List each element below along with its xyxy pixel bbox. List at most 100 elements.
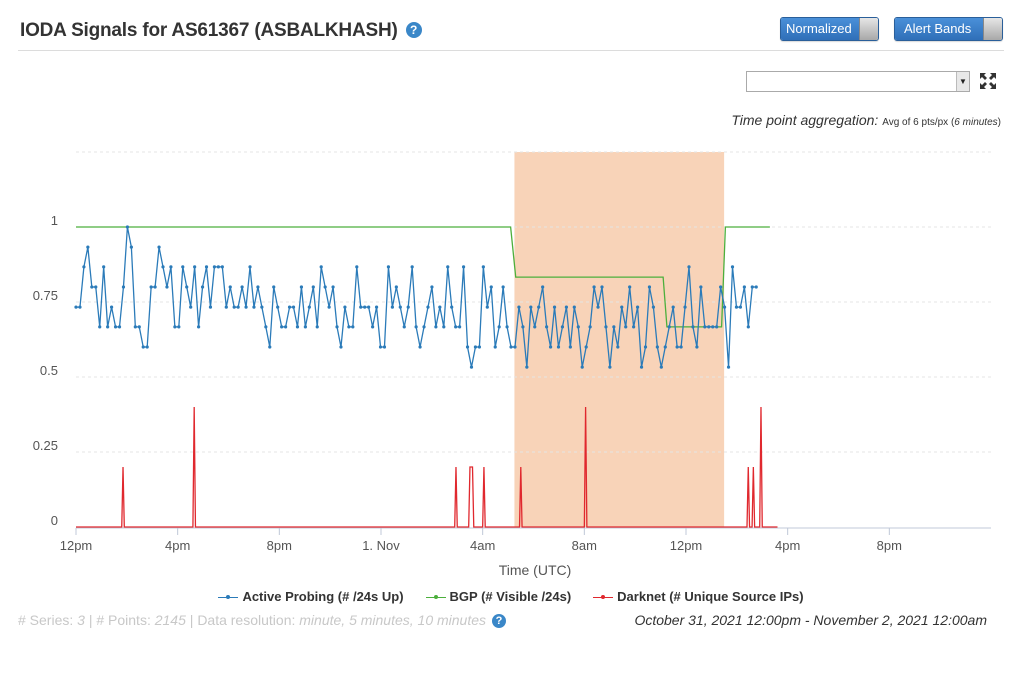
data-point-active-probing: [525, 365, 529, 369]
data-point-active-probing: [711, 325, 715, 329]
data-point-active-probing: [719, 285, 723, 289]
data-point-active-probing: [604, 325, 608, 329]
data-point-active-probing: [635, 305, 640, 309]
data-point-active-probing: [430, 285, 434, 289]
x-tick-label: 12pm: [670, 538, 703, 553]
data-point-active-probing: [398, 305, 402, 309]
data-point-active-probing: [469, 365, 474, 369]
data-point-active-probing: [189, 305, 193, 309]
data-point-active-probing: [169, 265, 173, 269]
series-layer: [74, 225, 778, 528]
data-point-active-probing: [200, 285, 205, 289]
data-point-active-probing: [204, 265, 209, 269]
alert-bands-toggle[interactable]: Alert Bands: [894, 17, 1004, 41]
data-point-active-probing: [509, 345, 513, 349]
x-tick-label: 1. Nov: [362, 538, 400, 553]
data-point-active-probing: [386, 265, 391, 269]
data-point-active-probing: [703, 325, 707, 329]
chart-legend: Active Probing (# /24s Up) BGP (# Visibl…: [0, 589, 1022, 604]
data-point-active-probing: [446, 265, 450, 269]
data-point-active-probing: [220, 265, 224, 269]
series-line-darknet: [76, 406, 778, 528]
data-point-active-probing: [74, 305, 78, 309]
data-point-active-probing: [734, 305, 739, 309]
data-point-active-probing: [145, 345, 149, 349]
data-point-active-probing: [572, 305, 576, 309]
x-tick-label: 8am: [572, 538, 597, 553]
data-point-active-probing: [438, 305, 442, 309]
data-point-active-probing: [556, 345, 561, 349]
toggle-knob: [983, 18, 1003, 40]
data-point-active-probing: [695, 345, 699, 349]
data-point-active-probing: [497, 325, 501, 329]
legend-item-bgp[interactable]: BGP (# Visible /24s): [425, 589, 571, 604]
data-point-active-probing: [125, 225, 130, 229]
data-point-active-probing: [212, 265, 217, 269]
x-axis-title: Time (UTC): [499, 562, 572, 578]
data-point-active-probing: [410, 265, 414, 269]
help-icon[interactable]: ?: [405, 22, 422, 38]
data-point-active-probing: [268, 345, 272, 349]
data-point-active-probing: [655, 345, 659, 349]
data-point-active-probing: [414, 325, 418, 329]
data-point-active-probing: [402, 325, 406, 329]
data-point-active-probing: [600, 285, 604, 289]
data-point-active-probing: [359, 305, 363, 309]
data-point-active-probing: [541, 285, 545, 289]
help-icon[interactable]: ?: [492, 614, 507, 628]
data-point-active-probing: [295, 325, 300, 329]
y-tick-label: 0.5: [40, 363, 58, 378]
data-point-active-probing: [552, 305, 557, 309]
data-point-active-probing: [287, 305, 292, 309]
data-point-active-probing: [335, 325, 339, 329]
data-point-active-probing: [98, 325, 102, 329]
data-point-active-probing: [485, 305, 489, 309]
signal-select[interactable]: ▼: [746, 71, 970, 92]
data-point-active-probing: [746, 325, 750, 329]
aggregation-suffix: ): [997, 117, 1001, 128]
data-point-active-probing: [161, 265, 165, 269]
data-point-active-probing: [651, 305, 656, 309]
normalized-toggle[interactable]: Normalized: [780, 17, 879, 41]
data-point-active-probing: [481, 265, 485, 269]
data-point-active-probing: [616, 345, 620, 349]
data-point-active-probing: [659, 365, 663, 369]
signals-chart[interactable]: 0 0.25 0.5 0.75 1 12pm 4pm 8pm 1. Nov 4am 8am 12pm 4…: [0, 0, 1022, 590]
legend-swatch-darknet: [593, 592, 614, 602]
data-point-active-probing: [94, 285, 98, 289]
data-point-active-probing: [256, 285, 260, 289]
data-point-active-probing: [363, 305, 367, 309]
data-point-active-probing: [78, 305, 82, 309]
data-point-active-probing: [228, 285, 232, 289]
data-point-active-probing: [276, 305, 280, 309]
data-point-active-probing: [533, 325, 537, 329]
data-point-active-probing: [177, 325, 181, 329]
legend-swatch-active-probing: [218, 592, 239, 602]
data-point-active-probing: [458, 325, 462, 329]
data-point-active-probing: [208, 305, 213, 309]
data-point-active-probing: [450, 305, 454, 309]
data-point-active-probing: [461, 265, 466, 269]
data-point-active-probing: [248, 265, 252, 269]
x-tick-label: 4pm: [165, 538, 190, 553]
data-point-active-probing: [141, 345, 145, 349]
data-point-active-probing: [343, 305, 347, 309]
data-point-active-probing: [367, 305, 371, 309]
data-point-active-probing: [232, 305, 236, 309]
data-point-active-probing: [612, 325, 616, 329]
data-point-active-probing: [537, 305, 541, 309]
data-point-active-probing: [260, 305, 264, 309]
data-point-active-probing: [750, 285, 754, 289]
legend-item-active-probing[interactable]: Active Probing (# /24s Up): [218, 589, 404, 604]
data-point-active-probing: [106, 325, 110, 329]
data-point-active-probing: [639, 365, 644, 369]
expand-arrows-icon[interactable]: [979, 72, 997, 90]
data-point-active-probing: [513, 345, 517, 349]
data-point-active-probing: [683, 305, 687, 309]
x-tick-label: 8pm: [877, 538, 902, 553]
data-point-active-probing: [351, 325, 355, 329]
legend-item-darknet[interactable]: Darknet (# Unique Source IPs): [593, 589, 804, 604]
data-point-active-probing: [643, 345, 648, 349]
data-point-active-probing: [117, 325, 122, 329]
data-point-active-probing: [90, 285, 94, 289]
